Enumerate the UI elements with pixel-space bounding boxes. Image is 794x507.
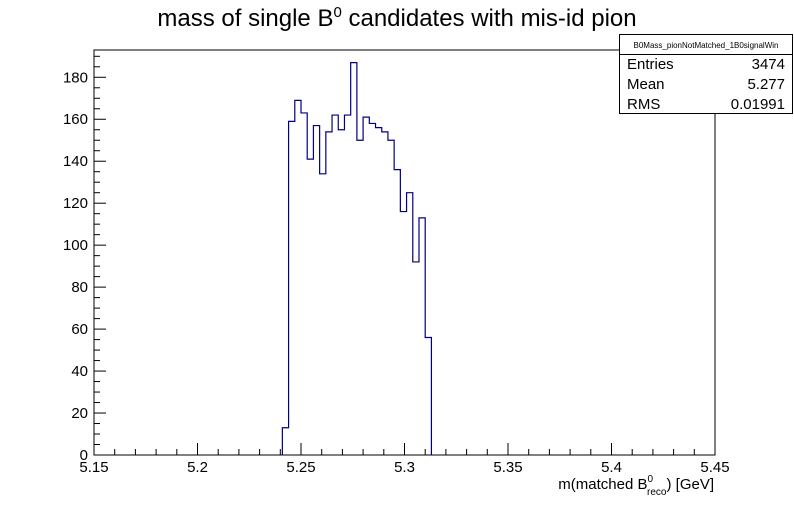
x-tick-label: 5.3 xyxy=(394,459,415,476)
histogram-bin xyxy=(338,130,344,455)
x-tick-label: 5.15 xyxy=(79,459,108,476)
histogram-bin xyxy=(400,212,406,455)
histogram-bin xyxy=(425,337,431,455)
stats-row-mean: Mean 5.277 xyxy=(627,76,785,93)
histogram-bin xyxy=(320,174,326,455)
histogram-bin xyxy=(282,428,288,455)
y-tick-label: 40 xyxy=(71,363,88,380)
histogram-bin xyxy=(376,128,382,455)
histogram-bin xyxy=(369,123,375,455)
histogram-bin xyxy=(344,115,350,455)
stats-row-entries: Entries 3474 xyxy=(627,56,785,73)
y-tick-label: 0 xyxy=(80,447,88,464)
histogram-bin xyxy=(301,113,307,455)
stats-box: B0Mass_pionNotMatched_1B0signalWin Entri… xyxy=(619,34,793,114)
y-tick-label: 20 xyxy=(71,405,88,422)
x-tick-label: 5.25 xyxy=(286,459,315,476)
histogram-bin xyxy=(351,63,357,455)
histogram-bin xyxy=(326,132,332,455)
y-tick-label: 120 xyxy=(63,195,88,212)
histogram-bin xyxy=(382,132,388,455)
y-tick-label: 140 xyxy=(63,153,88,170)
y-tick-label: 100 xyxy=(63,237,88,254)
histogram-bin xyxy=(413,262,419,455)
histogram-bin xyxy=(295,100,301,455)
histogram-bin xyxy=(419,218,425,455)
y-axis: 0 20 40 60 80 100 120 140 160 180 xyxy=(63,55,106,464)
histogram-bin xyxy=(307,159,313,455)
x-tick-label: 5.45 xyxy=(700,459,729,476)
chart-title: mass of single B0 candidates with mis-id… xyxy=(157,4,637,32)
x-tick-label: 5.2 xyxy=(187,459,208,476)
x-axis-label: m(matched B0 reco) [GeV] xyxy=(558,474,714,498)
y-tick-label: 160 xyxy=(63,111,88,128)
stats-histogram-name: B0Mass_pionNotMatched_1B0signalWin xyxy=(620,35,792,55)
histogram-bin xyxy=(407,193,413,455)
y-tick-label: 80 xyxy=(71,279,88,296)
histogram-bin xyxy=(357,140,363,455)
stats-row-rms: RMS 0.01991 xyxy=(627,96,785,113)
x-axis: 5.15 5.2 5.25 5.3 5.35 5.4 5.45 xyxy=(79,443,730,476)
histogram-bin xyxy=(289,121,295,455)
histogram-bin xyxy=(332,115,338,455)
y-tick-label: 60 xyxy=(71,321,88,338)
x-tick-label: 5.35 xyxy=(493,459,522,476)
histogram-outline xyxy=(281,61,433,455)
y-tick-label: 180 xyxy=(63,69,88,86)
histogram-bin xyxy=(313,126,319,455)
histogram-bin xyxy=(363,117,369,455)
x-tick-label: 5.4 xyxy=(601,459,622,476)
histogram-bin xyxy=(388,140,394,455)
histogram-bin xyxy=(394,170,400,455)
